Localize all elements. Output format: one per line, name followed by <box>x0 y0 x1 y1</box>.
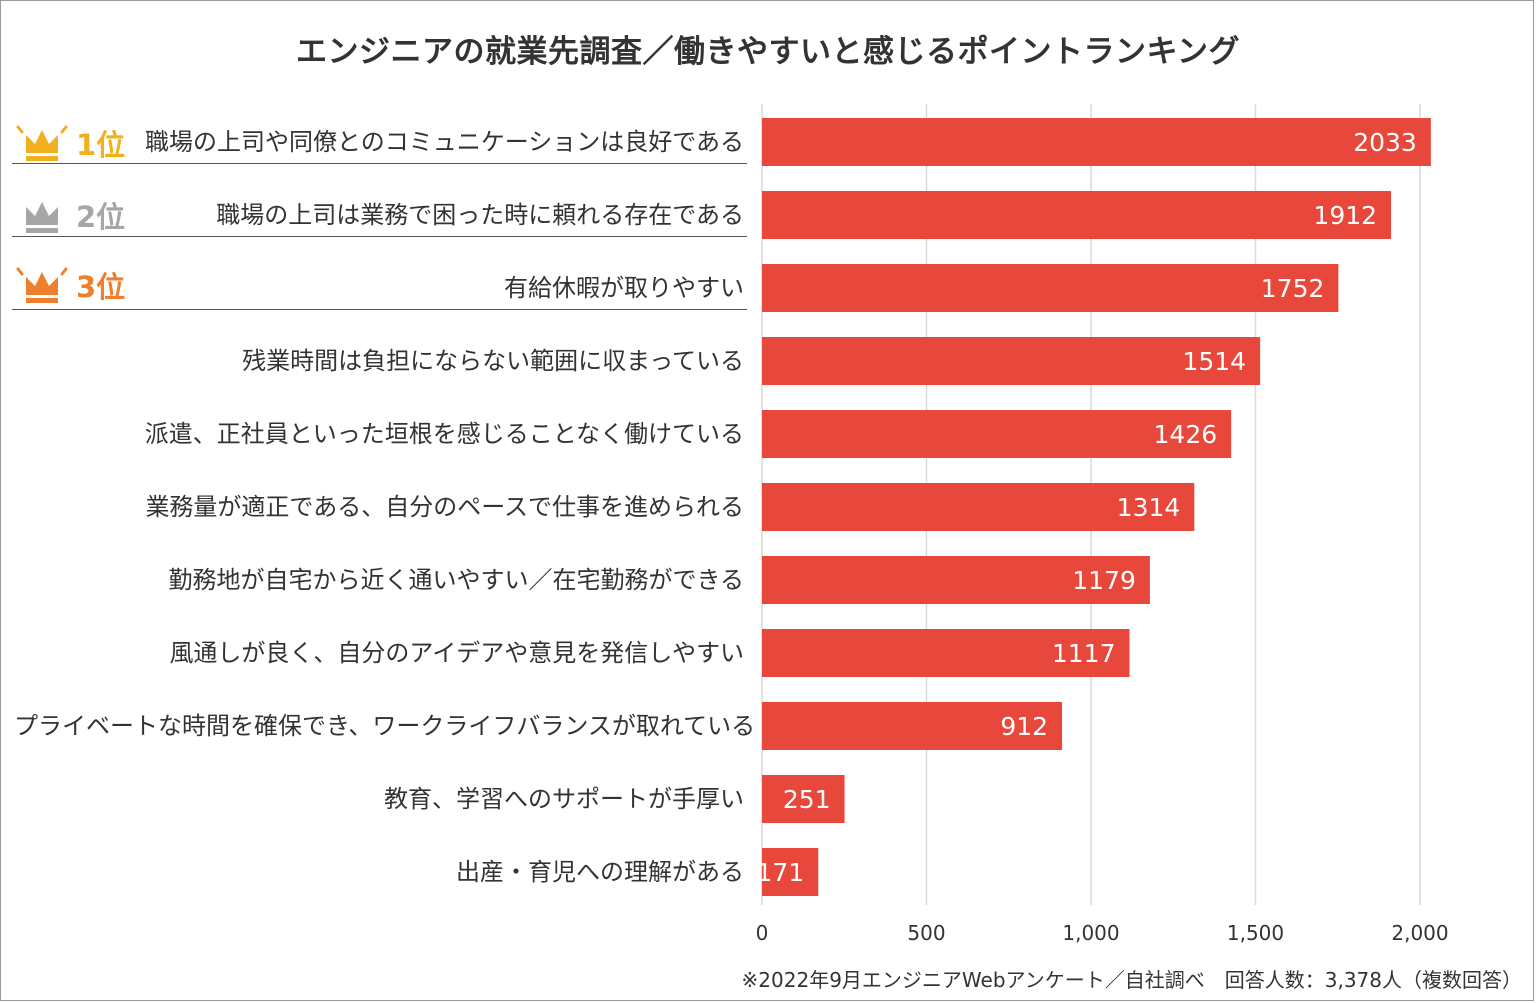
rank-2-underline <box>12 236 747 237</box>
rank-1-badge: 1位 <box>14 119 125 167</box>
rank-3-label: 3位 <box>76 270 126 304</box>
chart-title: エンジニアの就業先調査／働きやすいと感じるポイントランキング <box>295 34 1241 70</box>
rank-2-badge: 2位 <box>14 191 125 239</box>
x-tick-label: 0 <box>756 921 769 945</box>
bar <box>762 191 1392 239</box>
rank-2-label: 2位 <box>76 200 126 234</box>
rank-1-underline <box>12 163 747 164</box>
bar <box>762 775 845 823</box>
bar <box>762 483 1195 531</box>
bar-value-label: 1314 <box>1117 493 1181 522</box>
bar <box>762 702 1063 750</box>
rank-3-underline <box>12 309 747 310</box>
crown-silver-icon <box>14 195 70 235</box>
bar <box>762 118 1431 166</box>
category-label: 有給休暇が取りやすい <box>504 274 744 302</box>
bar-value-label: 251 <box>783 785 831 814</box>
bar-value-label: 171 <box>757 858 805 887</box>
category-label: 風通しが良く、自分のアイデアや意見を発信しやすい <box>169 639 744 667</box>
x-tick-label: 500 <box>907 921 945 945</box>
x-tick-label: 2,000 <box>1391 921 1448 945</box>
category-label: 出産・育児への理解がある <box>456 858 744 886</box>
bar <box>762 264 1339 312</box>
category-label: 教育、学習へのサポートが手厚い <box>384 785 744 813</box>
x-tick-label: 1,000 <box>1062 921 1119 945</box>
bar-value-label: 1117 <box>1052 639 1116 668</box>
rank-3-badge: 3位 <box>14 261 125 309</box>
bar-value-label: 1912 <box>1313 201 1377 230</box>
bar <box>762 848 819 896</box>
category-label: 職場の上司は業務で困った時に頼れる存在である <box>216 201 744 229</box>
bar-value-label: 1426 <box>1154 420 1218 449</box>
bar-value-label: 1179 <box>1072 566 1136 595</box>
x-tick-label: 1,500 <box>1227 921 1284 945</box>
crown-bronze-icon <box>14 265 70 305</box>
category-label: 職場の上司や同僚とのコミュニケーションは良好である <box>144 128 744 156</box>
category-label: 派遣、正社員といった垣根を感じることなく働けている <box>144 420 744 448</box>
category-label: 業務量が適正である、自分のペースで仕事を進められる <box>145 493 744 521</box>
rank-1-label: 1位 <box>76 128 126 162</box>
bar <box>762 410 1232 458</box>
bar-value-label: 1514 <box>1182 347 1246 376</box>
category-label: プライベートな時間を確保でき、ワークライフバランスが取れている <box>14 712 756 740</box>
category-label: 勤務地が自宅から近く通いやすい／在宅勤務ができる <box>168 566 744 594</box>
bar <box>762 337 1261 385</box>
bar <box>762 629 1130 677</box>
category-label: 残業時間は負担にならない範囲に収まっている <box>242 347 744 375</box>
crown-gold-icon <box>14 123 70 163</box>
bar-value-label: 912 <box>1000 712 1048 741</box>
bar-value-label: 2033 <box>1353 128 1417 157</box>
bar <box>762 556 1150 604</box>
footnote: ※2022年9月エンジニアWebアンケート／自社調べ 回答人数：3,378人（複… <box>741 968 1522 992</box>
bar-value-label: 1752 <box>1261 274 1325 303</box>
